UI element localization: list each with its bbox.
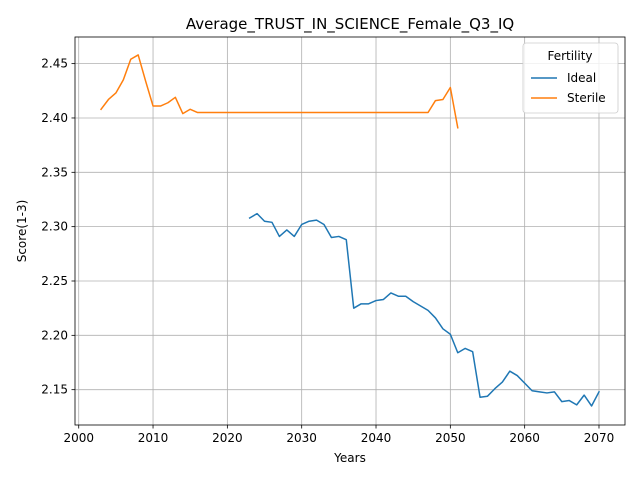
x-tick-label: 2060	[509, 431, 540, 445]
y-tick-label: 2.40	[41, 111, 68, 125]
x-tick-label: 2010	[138, 431, 169, 445]
axis-ticks: 2000 2010 2020 2030 2040 2050 2060 2070 2.15 2.20…	[41, 57, 614, 445]
x-tick-label: 2070	[584, 431, 615, 445]
y-tick-label: 2.25	[41, 274, 68, 288]
y-tick-label: 2.20	[41, 328, 68, 342]
y-tick-label: 2.35	[41, 165, 68, 179]
x-tick-label: 2000	[63, 431, 94, 445]
x-tick-label: 2040	[361, 431, 392, 445]
legend-label-ideal: Ideal	[567, 71, 596, 85]
legend-label-sterile: Sterile	[567, 91, 606, 105]
y-axis-label: Score(1-3)	[15, 200, 29, 263]
x-tick-label: 2030	[286, 431, 317, 445]
y-tick-label: 2.30	[41, 220, 68, 234]
series-line-ideal	[248, 212, 601, 407]
series-line-sterile	[99, 54, 459, 129]
plot-frame	[74, 36, 626, 426]
x-axis-label: Years	[333, 451, 366, 465]
legend-box	[522, 42, 619, 114]
series-layer	[99, 54, 601, 407]
y-tick-label: 2.15	[41, 383, 68, 397]
legend: Fertility Ideal Sterile	[522, 42, 619, 114]
x-tick-label: 2020	[212, 431, 243, 445]
x-tick-label: 2050	[435, 431, 466, 445]
y-tick-label: 2.45	[41, 57, 68, 71]
legend-title: Fertility	[547, 49, 592, 63]
chart-title: Average_TRUST_IN_SCIENCE_Female_Q3_IQ	[186, 15, 514, 34]
